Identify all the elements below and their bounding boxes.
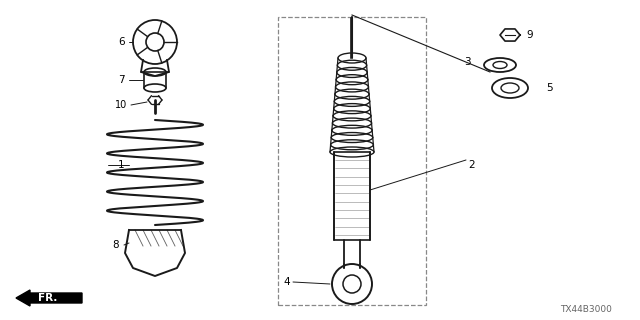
Text: FR.: FR. — [38, 293, 58, 303]
Text: 3: 3 — [464, 57, 470, 67]
Text: 9: 9 — [526, 30, 532, 40]
FancyArrow shape — [16, 290, 82, 306]
Text: 10: 10 — [115, 100, 127, 110]
Text: 1: 1 — [118, 160, 125, 170]
Text: TX44B3000: TX44B3000 — [560, 306, 612, 315]
Bar — [278, 17, 426, 305]
Text: 6: 6 — [118, 37, 125, 47]
Text: 2: 2 — [468, 160, 475, 170]
Text: 5: 5 — [546, 83, 552, 93]
Text: 7: 7 — [118, 75, 125, 85]
Text: 4: 4 — [283, 277, 290, 287]
Text: 8: 8 — [112, 240, 118, 250]
